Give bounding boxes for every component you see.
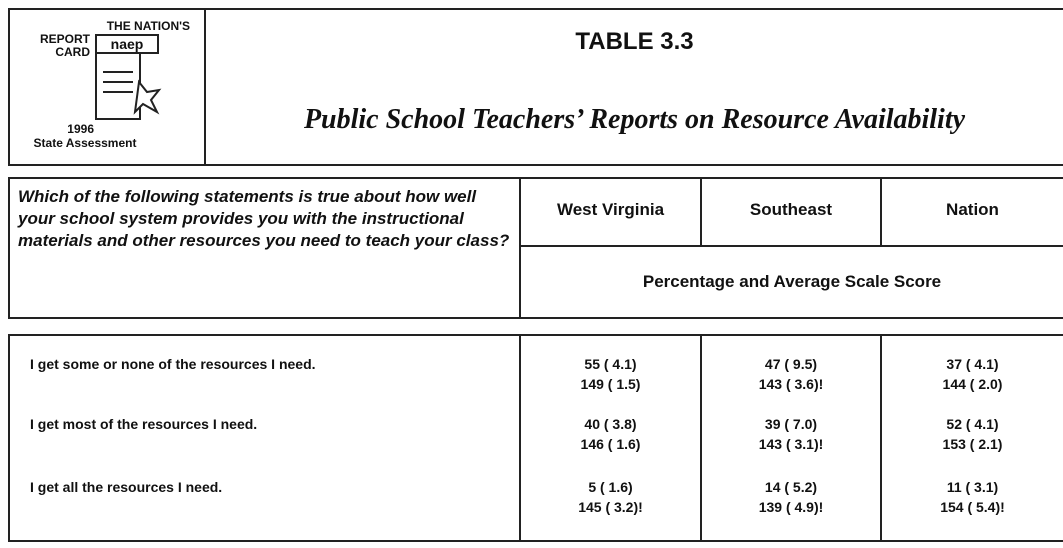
logo-line: CARD [55, 45, 90, 59]
subheader: Percentage and Average Scale Score [642, 272, 942, 291]
divider [880, 334, 882, 542]
divider [700, 177, 702, 245]
logo-text: THE NATION'S [40, 20, 190, 33]
cell: 5 ( 1.6) [588, 479, 633, 495]
cell: 14 ( 5.2) [764, 479, 818, 495]
logo-text: REPORT CARD [30, 33, 90, 59]
cell: 144 ( 2.0) [942, 376, 1003, 392]
cell: 153 ( 2.1) [942, 436, 1003, 452]
subtitle: Public School Teachers’ Reports on Resou… [303, 104, 966, 135]
column-header: Southeast [749, 200, 833, 219]
cell: 143 ( 3.1)! [758, 436, 824, 452]
cell: 149 ( 1.5) [580, 376, 641, 392]
row-label: I get all the resources I need. [30, 479, 223, 495]
logo-line: THE NATION'S [106, 19, 190, 33]
cell: 145 ( 3.2)! [578, 499, 643, 515]
cell: 39 ( 7.0) [764, 416, 818, 432]
data-box [8, 334, 1063, 542]
logo-brand: naep [95, 34, 159, 54]
divider [519, 245, 1063, 247]
cell: 55 ( 4.1) [584, 356, 637, 372]
logo-icon [95, 52, 162, 120]
logo-year: 1996 [67, 122, 94, 136]
divider [519, 334, 521, 542]
row-label: I get some or none of the resources I ne… [30, 356, 316, 372]
cell: 11 ( 3.1) [946, 479, 999, 495]
cell: 154 ( 5.4)! [940, 499, 1005, 515]
title: TABLE 3.3 [575, 28, 694, 55]
cell: 47 ( 9.5) [764, 356, 818, 372]
divider [519, 177, 521, 319]
divider [880, 177, 882, 245]
cell: 146 ( 1.6) [580, 436, 641, 452]
cell: 143 ( 3.6)! [758, 376, 824, 392]
column-header: Nation [946, 200, 999, 219]
logo-line: REPORT [39, 32, 90, 46]
logo-assessment: State Assessment [33, 136, 137, 150]
cell: 37 ( 4.1) [946, 356, 999, 372]
column-header: West Virginia [556, 200, 665, 219]
cell: 40 ( 3.8) [584, 416, 637, 432]
question: Which of the following statements is tru… [18, 187, 510, 250]
divider [700, 334, 702, 542]
logo-text: 1996 [14, 122, 94, 136]
row-label: I get most of the resources I need. [30, 416, 258, 432]
cell: 139 ( 4.9)! [758, 499, 824, 515]
logo-box [8, 8, 206, 166]
cell: 52 ( 4.1) [946, 416, 999, 432]
question-box [8, 177, 1063, 319]
